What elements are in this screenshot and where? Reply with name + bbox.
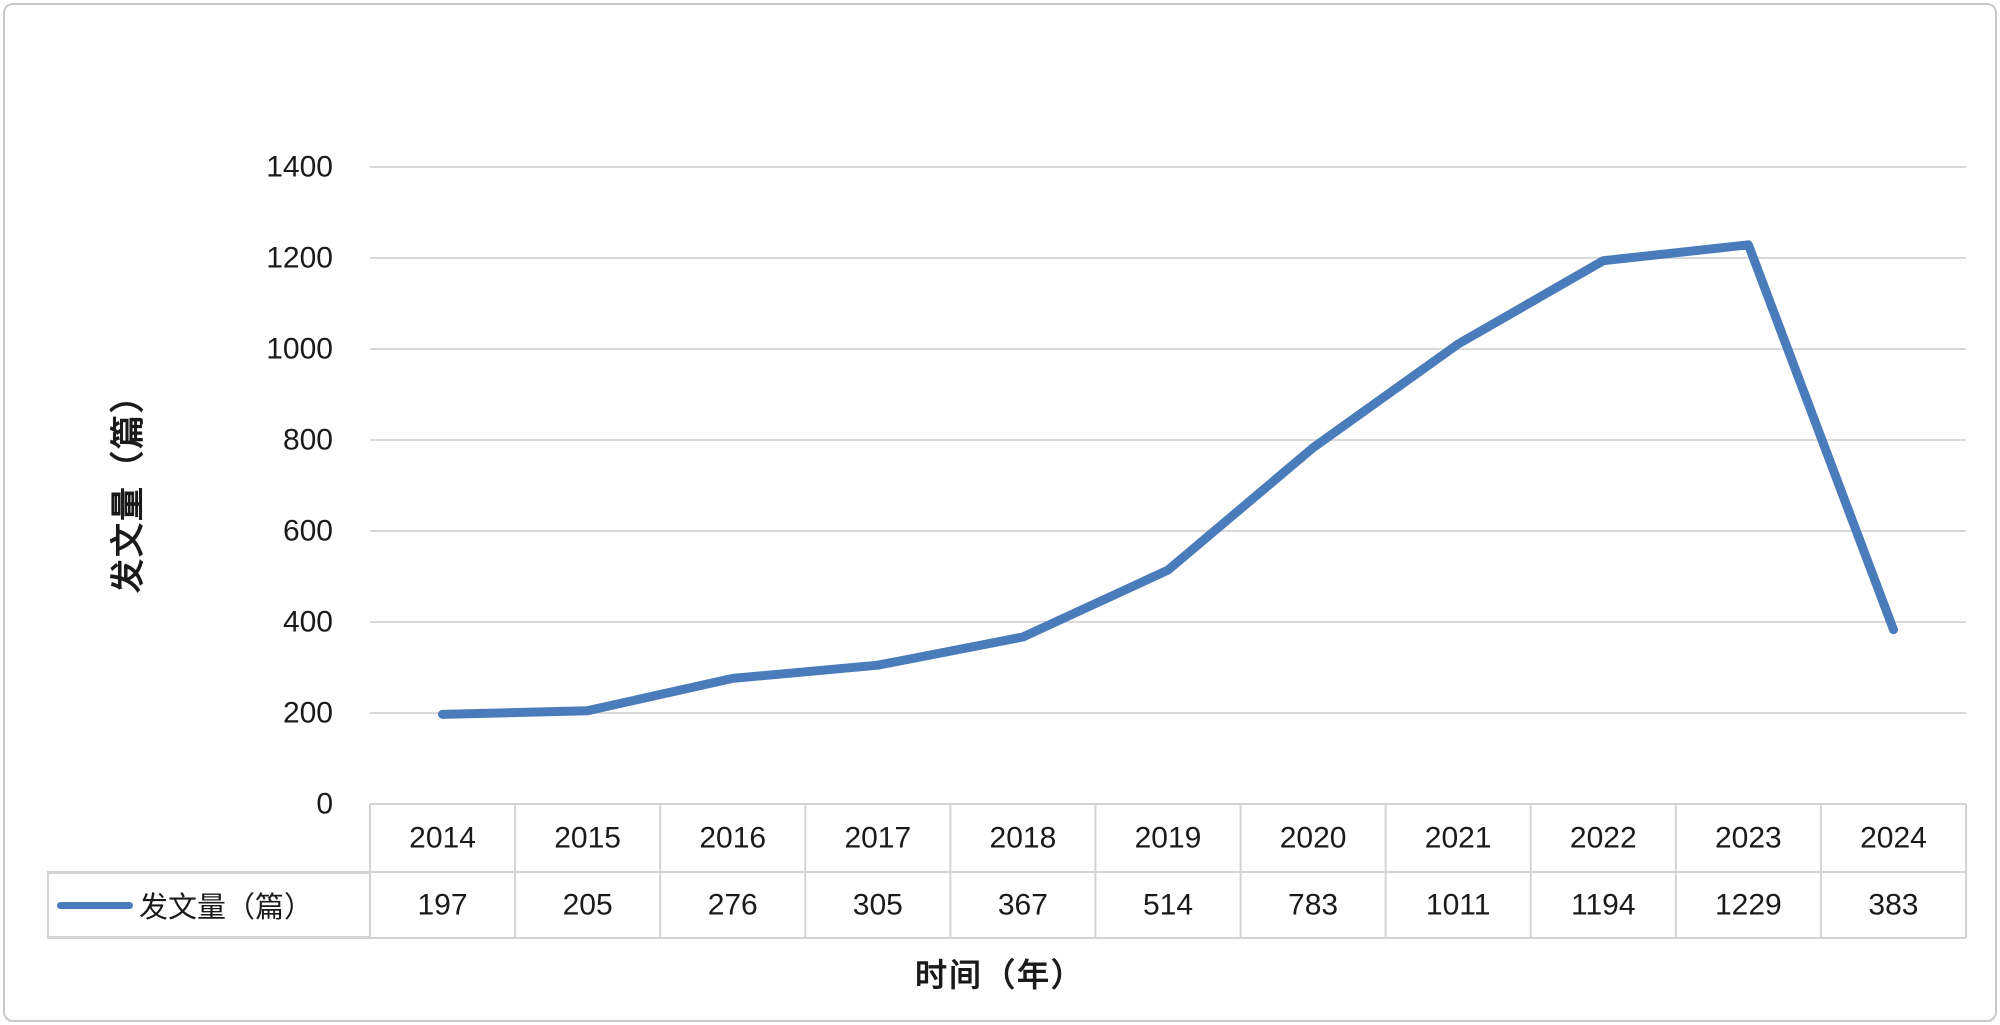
table-cell-year: 2014: [409, 822, 476, 855]
table-cell-value: 514: [1143, 889, 1193, 922]
table-cell-value: 205: [563, 889, 613, 922]
y-tick-label: 400: [283, 606, 333, 639]
y-tick-label: 1200: [266, 242, 333, 275]
gridlines: [370, 166, 1966, 714]
table-cell-value: 367: [998, 889, 1048, 922]
table-cell-value: 305: [853, 889, 903, 922]
table-cell-year: 2017: [844, 822, 911, 855]
y-tick-label: 1000: [266, 333, 333, 366]
table-cell-value: 1229: [1715, 889, 1782, 922]
y-tick-label: 600: [283, 515, 333, 548]
table-cell-value: 276: [708, 889, 758, 922]
y-tick-label: 800: [283, 424, 333, 457]
y-axis-tick-labels: 0 200 400 600 800 1000 1200 1400: [266, 151, 333, 821]
y-tick-label: 200: [283, 697, 333, 730]
table-cell-value: 1194: [1571, 889, 1636, 922]
table-cell-value: 783: [1288, 889, 1338, 922]
table-cell-year: 2022: [1570, 822, 1637, 855]
table-cell-year: 2024: [1860, 822, 1927, 855]
table-cell-value: 1011: [1426, 889, 1491, 922]
table-cell-value: 383: [1868, 889, 1918, 922]
table-cell-year: 2020: [1280, 822, 1347, 855]
table-cell-year: 2015: [554, 822, 621, 855]
table-cell-year: 2016: [699, 822, 766, 855]
legend-series-label: 发文量（篇）: [139, 892, 314, 924]
y-tick-label: 0: [316, 788, 333, 821]
legend: 发文量（篇）: [47, 872, 370, 938]
y-tick-label: 1400: [266, 151, 333, 184]
legend-line-swatch-icon: [57, 901, 133, 909]
series-line: [438, 240, 1898, 719]
table-cell-year: 2019: [1135, 822, 1202, 855]
data-table-value-row: 197 205 276 305 367 514 783 1011 1194 1229 383: [418, 889, 1919, 922]
data-table-header-row: 2014 2015 2016 2017 2018 2019 2020 2021 2022 2023…: [409, 822, 1927, 855]
table-cell-value: 197: [418, 889, 468, 922]
data-table-grid: [47, 803, 1967, 939]
table-cell-year: 2018: [990, 822, 1057, 855]
table-cell-year: 2021: [1425, 822, 1492, 855]
table-cell-year: 2023: [1715, 822, 1782, 855]
x-axis-title: 时间（年）: [914, 957, 1085, 993]
series-line-path: [438, 240, 1898, 719]
y-axis-title: 发文量（篇）: [110, 377, 148, 593]
